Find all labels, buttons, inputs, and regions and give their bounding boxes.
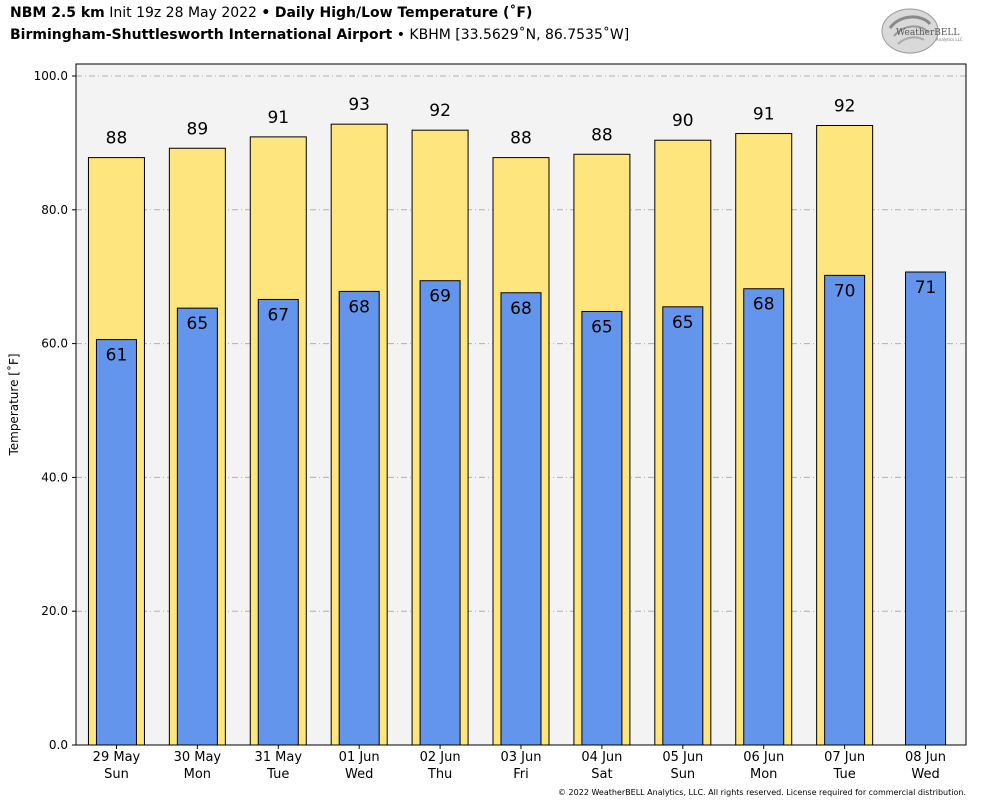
low-temp-bar [824,274,866,746]
x-tick-label-day: Mon [750,767,777,782]
x-tick-label-day: Tue [833,767,856,782]
low-temp-label: 61 [106,346,128,366]
high-temp-label: 91 [753,105,775,125]
plot-area: 0.0 20.0 40.0 60.0 80.0 100.0 88 61 29 May Sun 89 6… [6,63,967,782]
y-tick-label: 80.0 [41,203,68,217]
low-temp-bar [662,306,704,746]
low-temp-label: 67 [267,305,289,325]
high-temp-label: 89 [187,119,209,139]
low-temp-label: 70 [834,281,856,301]
x-tick-label-date: 30 May [174,750,222,765]
x-tick-label-day: Wed [345,767,373,782]
product-title: Daily High/Low Temperature (˚F) [274,5,533,21]
low-temp-bar [176,307,218,746]
x-tick-label-date: 04 Jun [581,750,622,765]
low-temp-bar [743,288,785,746]
title-line-2: Birmingham-Shuttlesworth International A… [10,27,629,43]
high-temp-label: 90 [672,111,694,131]
init-time: Init 19z 28 May 2022 [109,5,257,21]
high-temp-label: 92 [834,97,856,117]
model-name: NBM 2.5 km [10,5,105,21]
x-tick-label-date: 29 May [93,750,141,765]
station-code: KBHM [33.5629˚N, 86.7535˚W] [409,27,630,43]
low-temp-bar [95,339,137,746]
x-tick-label-date: 01 Jun [339,750,380,765]
low-temp-label: 65 [187,314,209,334]
title-line-1: NBM 2.5 km Init 19z 28 May 2022 • Daily … [10,5,532,21]
high-temp-label: 88 [591,125,613,145]
x-tick-label-date: 05 Jun [662,750,703,765]
low-temp-bar [419,280,461,746]
high-temp-label: 91 [267,108,289,128]
x-tick-label-day: Tue [266,767,289,782]
station-name: Birmingham-Shuttlesworth International A… [10,27,393,43]
x-tick-label-day: Sun [104,767,129,782]
low-temp-label: 69 [429,287,451,307]
logo-text: WeatherBELL [896,28,959,38]
copyright-notice: © 2022 WeatherBELL Analytics, LLC. All r… [558,788,966,797]
bullet: • [261,5,271,21]
low-temp-bar [338,290,380,746]
logo-tagline: Analytics LLC [936,37,963,42]
plot-frame [75,63,967,746]
x-tick-label-date: 31 May [254,750,302,765]
x-tick-label-day: Sun [670,767,695,782]
y-tick-label: 0.0 [49,738,68,752]
low-temp-label: 68 [348,297,370,317]
low-temp-bar [500,292,542,746]
x-tick-label-date: 08 Jun [905,750,946,765]
low-temp-label: 68 [753,295,775,315]
low-temp-label: 71 [915,278,937,298]
bullet: • [396,27,405,43]
x-tick-label-date: 02 Jun [420,750,461,765]
y-tick-label: 60.0 [41,337,68,351]
weatherbell-logo: WeatherBELL Analytics LLC [881,8,963,54]
x-tick-label-date: 06 Jun [743,750,784,765]
x-tick-label-date: 07 Jun [824,750,865,765]
high-temp-label: 88 [106,129,128,149]
x-tick-label-date: 03 Jun [501,750,542,765]
high-temp-label: 92 [429,101,451,121]
low-temp-bar [905,271,947,746]
x-tick-label-day: Fri [513,767,529,782]
low-temp-label: 65 [591,317,613,337]
high-temp-label: 88 [510,129,532,149]
low-temp-bar [581,310,623,746]
y-tick-label: 100.0 [34,69,68,83]
y-axis-label: Temperature [˚F] [6,353,21,456]
high-temp-label: 93 [348,95,370,115]
x-tick-label-day: Thu [427,767,452,782]
low-temp-label: 65 [672,313,694,333]
low-temp-label: 68 [510,299,532,319]
y-tick-label: 40.0 [41,470,68,484]
y-tick-label: 20.0 [41,604,68,618]
x-tick-label-day: Wed [911,767,939,782]
x-tick-label-day: Mon [184,767,211,782]
low-temp-bar [257,298,299,746]
x-tick-label-day: Sat [591,767,612,782]
